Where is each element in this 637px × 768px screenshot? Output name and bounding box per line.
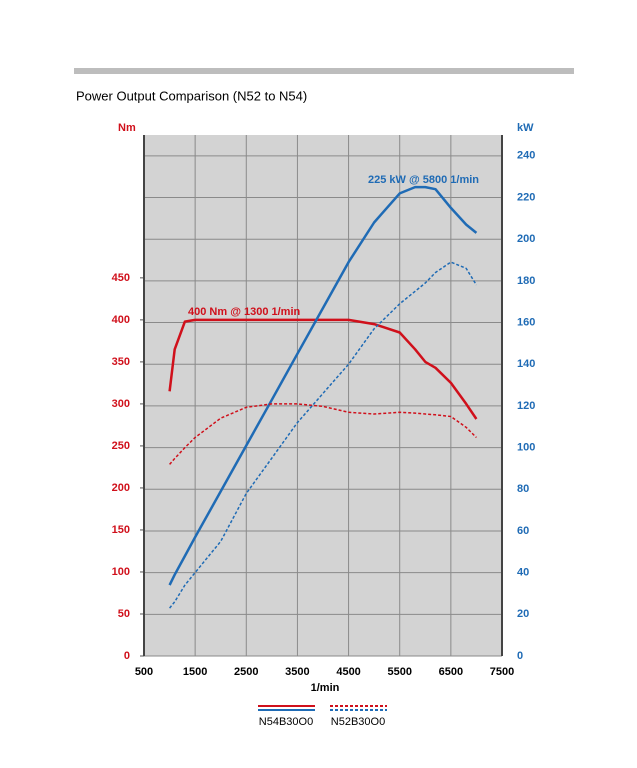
y-tick-label: 350	[112, 356, 130, 368]
x-tick-label: 500	[135, 666, 153, 678]
y2-tick-label: 120	[517, 400, 535, 412]
power-line	[168, 185, 478, 586]
x-tick-label: 4500	[336, 666, 360, 678]
header-bar	[74, 68, 574, 74]
x-axis-label: 1/min	[311, 682, 340, 694]
y2-tick-label: 80	[517, 483, 529, 495]
x-tick-label: 7500	[490, 666, 514, 678]
y2-tick-label: 0	[517, 650, 523, 662]
y-tick-label: 50	[118, 608, 130, 620]
power-line	[169, 261, 478, 609]
y2-tick-label: 160	[517, 316, 535, 328]
legend-label: N54B30O0	[259, 716, 313, 728]
annotation: 400 Nm @ 1300 1/min	[188, 306, 301, 318]
y-tick-label: 100	[112, 566, 130, 578]
x-tick-label: 2500	[234, 666, 258, 678]
y2-axis-label: kW	[517, 122, 534, 134]
y2-tick-label: 40	[517, 567, 529, 579]
chart-title: Power Output Comparison (N52 to N54)	[76, 88, 307, 103]
x-tick-label: 1500	[183, 666, 207, 678]
y-tick-label: 0	[124, 650, 130, 662]
y2-tick-label: 140	[517, 358, 535, 370]
y2-tick-label: 200	[517, 233, 535, 245]
y2-tick-label: 100	[517, 442, 535, 454]
legend-label: N52B30O0	[331, 716, 385, 728]
x-tick-label: 3500	[285, 666, 309, 678]
y2-tick-label: 220	[517, 191, 535, 203]
y-tick-label: 300	[112, 398, 130, 410]
y-axis-label: Nm	[118, 122, 136, 134]
y2-tick-label: 180	[517, 275, 535, 287]
y2-tick-label: 60	[517, 525, 529, 537]
plot-area	[144, 135, 502, 656]
x-tick-label: 6500	[439, 666, 463, 678]
x-tick-label: 5500	[387, 666, 411, 678]
torque-line	[168, 318, 478, 420]
y-tick-label: 200	[112, 482, 130, 494]
y-tick-label: 250	[112, 440, 130, 452]
y-tick-label: 450	[112, 272, 130, 284]
y-tick-label: 400	[112, 314, 130, 326]
y-tick-label: 150	[112, 524, 130, 536]
torque-line	[169, 403, 477, 465]
annotation: 225 kW @ 5800 1/min	[368, 174, 479, 186]
y2-tick-label: 240	[517, 150, 535, 162]
y2-tick-label: 20	[517, 608, 529, 620]
